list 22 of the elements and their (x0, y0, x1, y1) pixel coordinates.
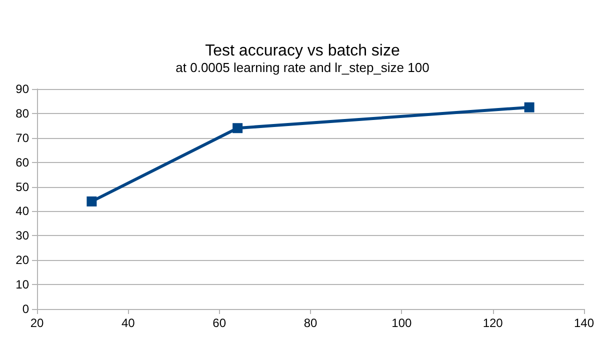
x-tick-label: 60 (212, 316, 226, 330)
x-tick-label: 80 (304, 316, 318, 330)
y-tick-label: 40 (16, 204, 30, 218)
y-tick-label: 70 (16, 130, 30, 145)
x-tick-label: 40 (121, 316, 136, 330)
x-tick-label: 140 (574, 316, 594, 330)
point (86, 196, 97, 206)
point (524, 102, 534, 112)
y-tick-label: 60 (16, 155, 30, 170)
y-tick-label: 0 (22, 302, 30, 316)
y-tick-label: 50 (16, 180, 30, 194)
chart-subtitle: at 0.0005 learning rate and lr_step_size 100 (176, 60, 430, 75)
x-tick-label: 120 (482, 316, 504, 330)
chart-title: Test accuracy vs batch size (205, 42, 400, 60)
y-tick-label: 80 (16, 106, 30, 120)
y-tick-label: 90 (16, 82, 30, 96)
x-tick-label: 20 (30, 316, 44, 330)
y-tick-label: 20 (16, 253, 30, 268)
x-tick-label: 100 (392, 316, 412, 330)
y-tick-label: 10 (16, 278, 30, 292)
y-tick-label: 30 (16, 228, 30, 243)
point (232, 123, 243, 134)
